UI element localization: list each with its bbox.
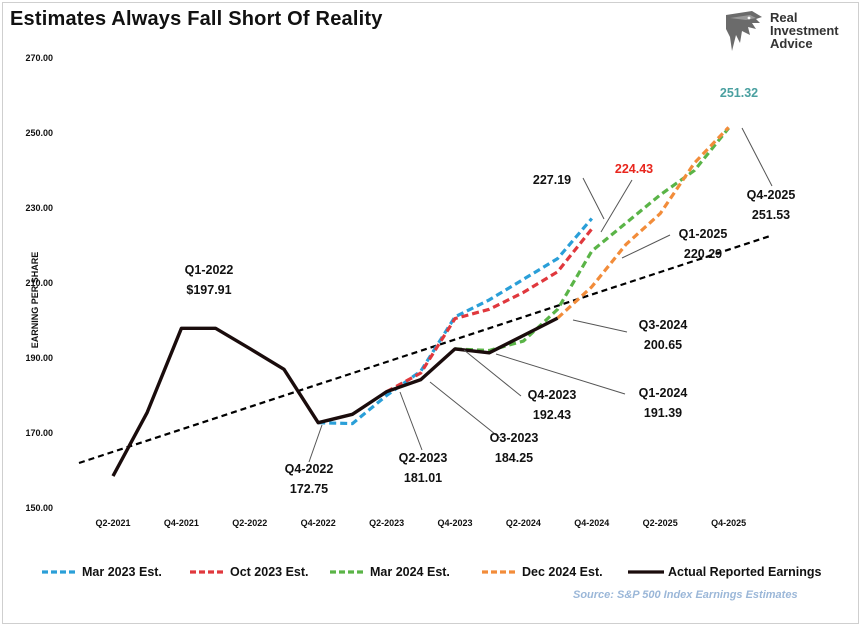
y-axis-label: EARNING PER SHARE bbox=[30, 252, 40, 349]
x-tick-label: Q4-2024 bbox=[574, 518, 609, 528]
x-tick-label: Q2-2024 bbox=[506, 518, 541, 528]
annotations: Q1-2022 $197.91 Q4-2022 172.75 Q2-2023 181.01… bbox=[185, 86, 796, 496]
annotation-label: Q4-2022 bbox=[285, 462, 334, 476]
annotation-value: 200.65 bbox=[644, 338, 682, 352]
legend-label: Actual Reported Earnings bbox=[668, 565, 822, 579]
y-axis: 150.00 170.00 190.00 210.00 230.00 250.00 270.… bbox=[25, 53, 53, 513]
logo: Real Investment Advice bbox=[722, 9, 852, 57]
annotation-leader-line bbox=[572, 319, 628, 333]
logo-line-1: Real bbox=[770, 10, 798, 25]
x-tick-label: Q2-2025 bbox=[643, 518, 678, 528]
series-group bbox=[111, 126, 730, 477]
annotation-leader-line bbox=[495, 353, 626, 395]
annotation-label: Q3-2024 bbox=[639, 318, 688, 332]
x-tick-label: Q2-2023 bbox=[369, 518, 404, 528]
source-note: Source: S&P 500 Index Earnings Estimates bbox=[573, 589, 798, 601]
trendline-group bbox=[78, 235, 770, 465]
mar-2023-est-line bbox=[318, 217, 594, 426]
legend-label: Mar 2024 Est. bbox=[370, 565, 450, 579]
annotation-leader-line bbox=[429, 381, 501, 439]
y-tick-label: 170.00 bbox=[25, 428, 53, 438]
annotation-value: 191.39 bbox=[644, 406, 682, 420]
x-axis: Q2-2021 Q4-2021 Q2-2022 Q4-2022 Q2-2023 Q4-20… bbox=[95, 518, 746, 528]
x-tick-label: Q4-2025 bbox=[711, 518, 746, 528]
annotation-leader-line bbox=[582, 177, 605, 220]
annotation-leader-line bbox=[399, 391, 423, 451]
y-tick-label: 210.00 bbox=[25, 278, 53, 288]
annotation-value: 192.43 bbox=[533, 408, 571, 422]
annotation-label: Q4-2025 bbox=[747, 188, 796, 202]
annotation-value: 220.29 bbox=[684, 247, 722, 261]
annotation-label: Q1-2025 bbox=[679, 227, 728, 241]
annotation-leader-line bbox=[621, 234, 671, 259]
y-tick-label: 150.00 bbox=[25, 503, 53, 513]
x-tick-label: Q2-2022 bbox=[232, 518, 267, 528]
oct-2023-est-line bbox=[385, 227, 594, 394]
trendline bbox=[78, 235, 770, 465]
annotation-label: Q2-2023 bbox=[399, 451, 448, 465]
annotation-value: 181.01 bbox=[404, 471, 442, 485]
annotation-label: 251.32 bbox=[720, 86, 758, 100]
annotation-label: Q1-2024 bbox=[639, 386, 688, 400]
annotation-label: Q4-2023 bbox=[528, 388, 577, 402]
annotation-label: Q1-2022 bbox=[185, 263, 234, 277]
legend-label: Mar 2023 Est. bbox=[82, 565, 162, 579]
y-tick-label: 270.00 bbox=[25, 53, 53, 63]
chart-title: Estimates Always Fall Short Of Reality bbox=[10, 8, 383, 30]
legend-label: Oct 2023 Est. bbox=[230, 565, 309, 579]
x-tick-label: Q4-2021 bbox=[164, 518, 199, 528]
annotation-value: $197.91 bbox=[186, 283, 231, 297]
logo-line-2: Investment bbox=[770, 23, 839, 38]
y-tick-label: 230.00 bbox=[25, 203, 53, 213]
actual-reported-earnings-line bbox=[111, 316, 559, 477]
eagle-head-icon bbox=[726, 11, 762, 51]
logo-text: Real Investment Advice bbox=[770, 11, 839, 50]
annotation-value: 251.53 bbox=[752, 208, 790, 222]
annotation-label: 227.19 bbox=[533, 173, 571, 187]
annotation-leader-line bbox=[741, 127, 773, 187]
legend-label: Dec 2024 Est. bbox=[522, 565, 603, 579]
x-tick-label: Q4-2023 bbox=[437, 518, 472, 528]
annotation-leader-line bbox=[308, 424, 323, 463]
annotation-label: O3-2023 bbox=[490, 431, 539, 445]
dec-2024-est-line bbox=[556, 126, 730, 320]
annotation-leader-line bbox=[600, 179, 633, 233]
x-tick-label: Q4-2022 bbox=[301, 518, 336, 528]
x-tick-label: Q2-2021 bbox=[95, 518, 130, 528]
annotation-leader-line bbox=[463, 349, 522, 397]
annotation-value: 184.25 bbox=[495, 451, 533, 465]
y-tick-label: 250.00 bbox=[25, 128, 53, 138]
legend: Mar 2023 Est. Oct 2023 Est. Mar 2024 Est. D… bbox=[42, 565, 822, 579]
annotation-value: 172.75 bbox=[290, 482, 328, 496]
logo-line-3: Advice bbox=[770, 36, 813, 51]
annotation-leaders bbox=[308, 127, 773, 463]
y-tick-label: 190.00 bbox=[25, 353, 53, 363]
annotation-label: 224.43 bbox=[615, 162, 653, 176]
